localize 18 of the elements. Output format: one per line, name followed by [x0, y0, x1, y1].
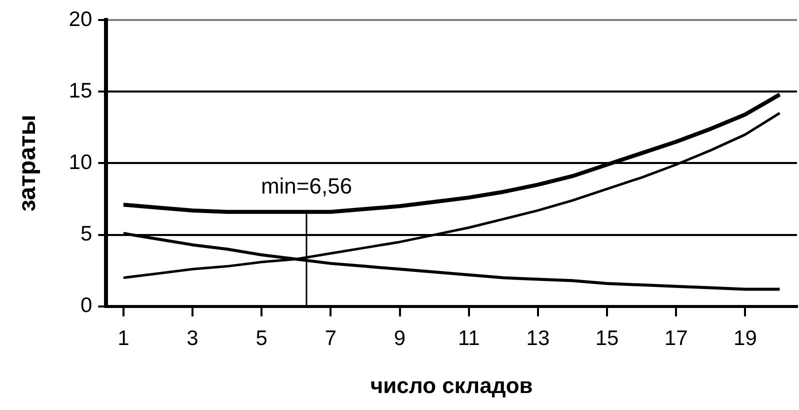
annotation: min=6,56: [260, 174, 352, 199]
x-tick-label: 3: [186, 326, 198, 350]
x-tick-label: 15: [595, 326, 619, 350]
y-axis-title: затраты: [14, 114, 42, 212]
y-tick-label: 20: [68, 8, 92, 31]
x-tick-label: 19: [734, 326, 757, 350]
x-tick-label: 13: [526, 326, 550, 350]
x-tick-label: 1: [118, 326, 130, 350]
x-tick-label: 7: [324, 326, 337, 350]
x-tick-label: 5: [256, 326, 268, 350]
x-tick-label: 11: [458, 326, 480, 350]
y-tick-label: 15: [68, 79, 92, 102]
x-tick-label: 17: [664, 326, 688, 350]
y-tick-label: 5: [80, 222, 92, 246]
y-tick-label: 10: [68, 150, 92, 174]
x-tick-label: 9: [394, 326, 406, 350]
y-tick-label: 0: [80, 294, 92, 318]
x-axis-title: число складов: [370, 372, 533, 398]
